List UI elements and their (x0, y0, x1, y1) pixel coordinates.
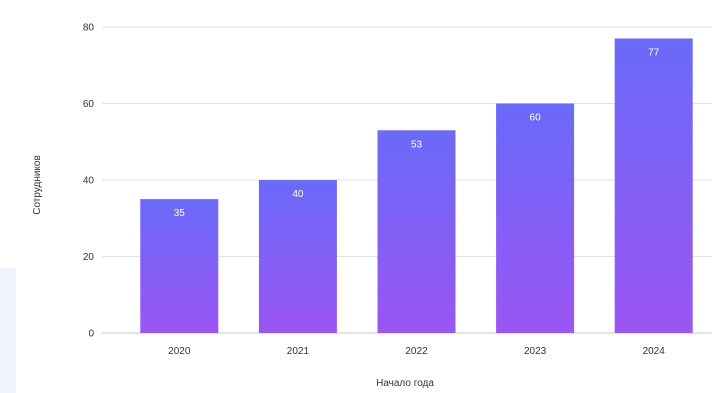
data-label-2024: 77 (648, 47, 660, 58)
bar-2022 (377, 130, 456, 333)
y-tick-label: 20 (83, 252, 95, 263)
bar-2020 (140, 199, 219, 333)
x-axis-label: Начало года (376, 378, 434, 389)
x-tick-label: 2021 (287, 346, 310, 357)
y-axis-label: Сотрудников (32, 155, 43, 215)
x-axis-ticks: 2020 2021 2022 2023 2024 (168, 346, 665, 357)
x-tick-label: 2020 (168, 346, 191, 357)
data-labels: 35 40 53 60 77 (174, 47, 660, 219)
y-tick-label: 60 (83, 99, 95, 110)
data-label-2021: 40 (292, 189, 304, 200)
bars (140, 38, 693, 333)
x-tick-label: 2024 (643, 346, 666, 357)
y-tick-label: 0 (88, 329, 94, 340)
bar-2023 (496, 103, 575, 333)
data-label-2023: 60 (530, 113, 542, 124)
background-strip (0, 268, 16, 393)
x-tick-label: 2022 (405, 346, 428, 357)
data-label-2022: 53 (411, 139, 423, 150)
x-tick-label: 2023 (524, 346, 547, 357)
bar-2024 (614, 38, 693, 333)
y-tick-label: 80 (83, 23, 95, 34)
bar-2021 (258, 180, 337, 333)
data-label-2020: 35 (174, 208, 186, 219)
y-axis-ticks: 0 20 40 60 80 (83, 23, 95, 340)
y-tick-label: 40 (83, 176, 95, 187)
